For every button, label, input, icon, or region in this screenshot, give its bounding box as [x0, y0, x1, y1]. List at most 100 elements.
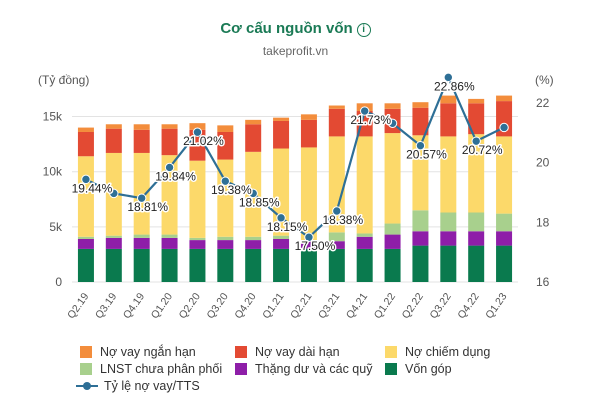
bar-segment [300, 248, 317, 282]
bar-segment [133, 129, 150, 153]
bar-segment [245, 119, 262, 125]
legend-label: Tỷ lệ nợ vay/TTS [104, 379, 200, 393]
x-tick-label: Q2.21 [288, 291, 314, 321]
legend-swatch [80, 346, 92, 358]
bar-segment [412, 210, 429, 232]
ratio-point [192, 127, 203, 137]
legend-label: Thặng dư và các quỹ [255, 362, 373, 376]
bar-segment [300, 147, 317, 241]
bar-segment [105, 124, 122, 129]
bar-segment [468, 245, 485, 282]
bar-segment [412, 135, 429, 211]
bar-segment [328, 232, 345, 242]
bar-segment [77, 238, 94, 249]
bar-segment [133, 234, 150, 238]
bar-segment [189, 248, 206, 282]
bar-segment [189, 240, 206, 249]
bar-segment [245, 248, 262, 282]
ratio-data-label: 20.57% [406, 148, 447, 162]
ratio-data-label: 18.38% [322, 213, 363, 227]
y-tick-left: 10k [43, 165, 63, 179]
ratio-point [109, 188, 119, 199]
legend-swatch [385, 346, 397, 358]
bar-segment [189, 123, 206, 130]
chart-title-row: Cơ cấu nguồn vốn i [0, 20, 591, 38]
bar-segment [496, 95, 513, 102]
bar-segment [217, 240, 234, 249]
y-tick-right: 20 [536, 156, 550, 170]
info-icon[interactable]: i [356, 23, 371, 37]
legend-item-no-chiem-dung[interactable]: Nợ chiếm dụng [385, 345, 490, 359]
bar-segment [161, 155, 178, 235]
bar-segment [328, 241, 345, 249]
bar-segment [356, 248, 373, 282]
bar-segment [105, 235, 122, 238]
bar-segment [496, 231, 513, 246]
bar-segment [356, 136, 373, 234]
x-tick-label: Q1.23 [483, 291, 509, 321]
bar-segment [189, 160, 206, 238]
chart-title: Cơ cấu nguồn vốn [220, 20, 353, 37]
legend-label: Vốn góp [405, 362, 452, 376]
bar-segment [328, 105, 345, 109]
bar-segment [245, 240, 262, 249]
legend-item-von-gop[interactable]: Vốn góp [385, 362, 452, 376]
bar-segment [384, 133, 401, 224]
y-tick-right: 16 [536, 275, 550, 289]
bar-segment [273, 120, 290, 149]
legend-swatch [235, 363, 247, 375]
bar-segment [440, 103, 457, 137]
bar-segment [468, 98, 485, 104]
bar-segment [356, 236, 373, 249]
bar-segment [356, 233, 373, 237]
x-tick-label: Q4.22 [455, 291, 481, 321]
ratio-point [387, 118, 398, 128]
bar-segment [105, 237, 122, 249]
legend-label: Nợ vay ngắn hạn [100, 345, 196, 359]
legend-item-no-vay-dai-han[interactable]: Nợ vay dài hạn [235, 345, 340, 359]
x-tick-label: Q4.20 [232, 291, 258, 321]
y-tick-left: 15k [43, 110, 63, 124]
bar-segment [161, 128, 178, 156]
x-tick-label: Q3.20 [205, 291, 231, 321]
ratio-data-label: 18.15% [267, 220, 308, 234]
bar-segment [496, 213, 513, 232]
bar-segment [217, 248, 234, 282]
x-tick-label: Q3.21 [316, 291, 342, 321]
ratio-data-label: 22.86% [434, 79, 475, 93]
legend-swatch [235, 346, 247, 358]
bar-segment [328, 108, 345, 137]
bar-segment [468, 212, 485, 232]
ratio-data-label: 19.44% [72, 181, 113, 195]
x-tick-label: Q2.19 [65, 291, 91, 321]
x-tick-label: Q3.22 [428, 291, 454, 321]
bar-segment [412, 231, 429, 246]
legend-label: Nợ vay dài hạn [255, 345, 340, 359]
ratio-point [276, 213, 286, 223]
ratio-point [359, 106, 370, 116]
bar-segment [328, 248, 345, 282]
legend-line-swatch [76, 380, 98, 392]
bar-segment [133, 248, 150, 282]
bar-segment [384, 103, 401, 109]
bar-segment [440, 95, 457, 104]
bar-segment [77, 248, 94, 282]
ratio-data-label: 18.85% [239, 195, 280, 209]
bar-segment [245, 124, 262, 152]
bar-segment [217, 236, 234, 241]
ratio-data-label: 17.50% [295, 239, 336, 253]
legend-item-no-vay-ngan-han[interactable]: Nợ vay ngắn hạn [80, 345, 196, 359]
legend-item-ty-le-no-vay[interactable]: Tỷ lệ nợ vay/TTS [76, 379, 200, 393]
ratio-point [415, 140, 426, 151]
y-axis-left-label: (Tỷ đồng) [38, 73, 89, 87]
ratio-point [81, 174, 91, 185]
legend-item-lnst[interactable]: LNST chưa phân phối [80, 362, 222, 376]
bar-segment [412, 245, 429, 282]
legend-item-thang-du[interactable]: Thặng dư và các quỹ [235, 362, 372, 376]
bar-segment [161, 234, 178, 238]
bar-segment [440, 136, 457, 213]
x-tick-label: Q1.22 [372, 291, 398, 321]
x-tick-label: Q1.21 [260, 291, 286, 321]
ratio-data-label: 19.84% [155, 169, 196, 183]
ratio-point [499, 122, 509, 133]
